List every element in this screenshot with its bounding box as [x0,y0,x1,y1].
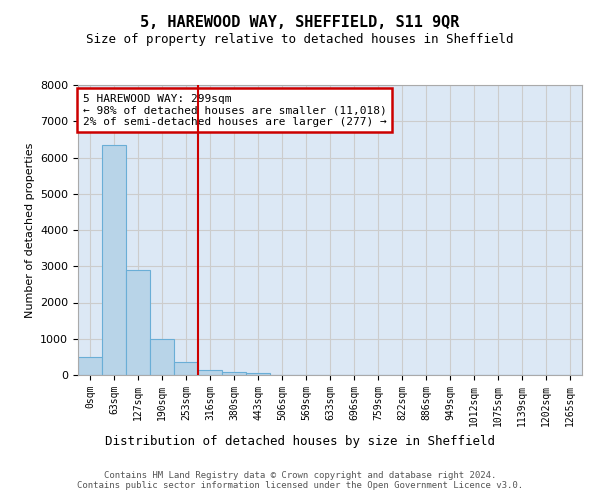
Text: Distribution of detached houses by size in Sheffield: Distribution of detached houses by size … [105,435,495,448]
Text: 5, HAREWOOD WAY, SHEFFIELD, S11 9QR: 5, HAREWOOD WAY, SHEFFIELD, S11 9QR [140,15,460,30]
Bar [126,270,150,375]
Bar [198,370,222,375]
Bar [150,339,174,375]
Y-axis label: Number of detached properties: Number of detached properties [25,142,35,318]
Text: Size of property relative to detached houses in Sheffield: Size of property relative to detached ho… [86,32,514,46]
Text: Contains HM Land Registry data © Crown copyright and database right 2024.
Contai: Contains HM Land Registry data © Crown c… [77,470,523,490]
Bar [102,145,126,375]
Bar [174,362,198,375]
Bar [78,357,102,375]
Text: 5 HAREWOOD WAY: 299sqm
← 98% of detached houses are smaller (11,018)
2% of semi-: 5 HAREWOOD WAY: 299sqm ← 98% of detached… [83,94,387,127]
Bar [246,373,270,375]
Bar [222,372,246,375]
